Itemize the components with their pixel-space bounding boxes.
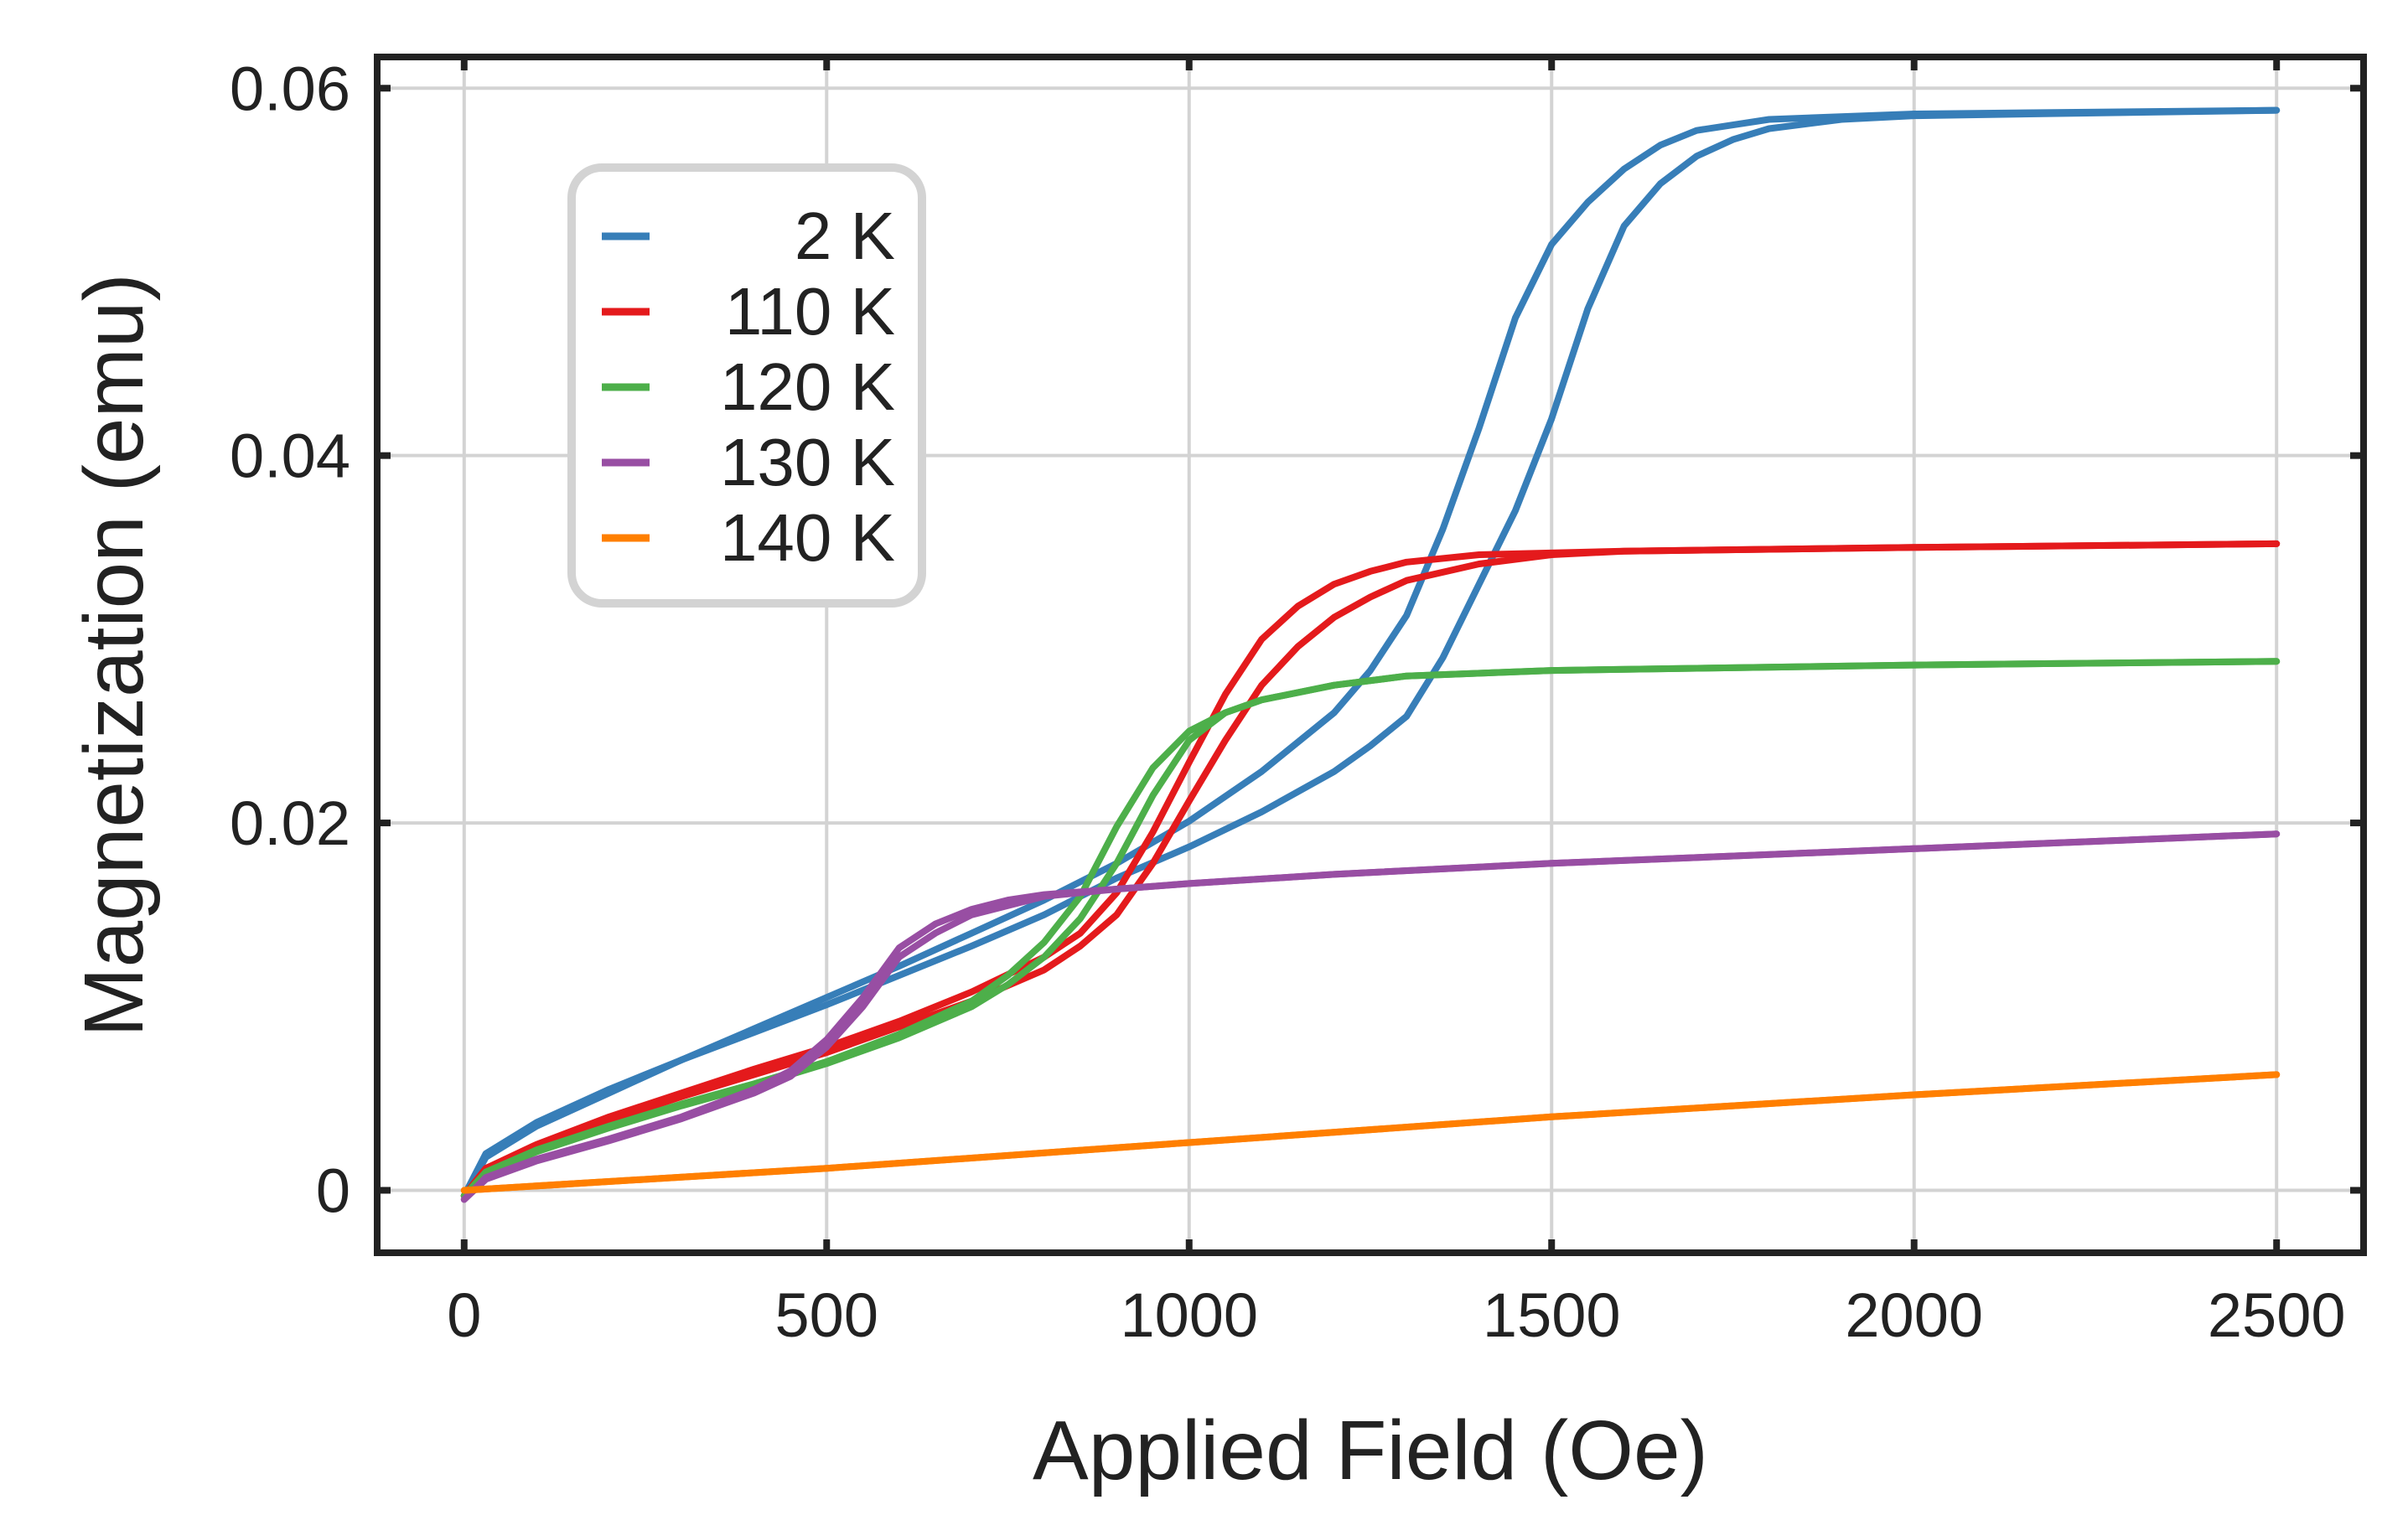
x-tick-label: 1000 xyxy=(1120,1280,1258,1350)
series-line-2-1 xyxy=(460,658,2281,1199)
y-tick-label: 0.02 xyxy=(230,789,350,858)
series-line-3-0 xyxy=(460,830,2281,1203)
y-axis-title: Magnetization (emu) xyxy=(67,273,161,1037)
y-tick-label: 0.04 xyxy=(230,421,350,491)
legend-label: 120 K xyxy=(720,349,895,424)
x-tick-label: 1500 xyxy=(1483,1280,1621,1350)
tick-labels: 0 500 1000 1500 2000 2500 0 0.02 0.04 0.06 xyxy=(230,54,2346,1350)
legend-box xyxy=(567,163,926,608)
axis-ticks xyxy=(377,57,2364,1253)
y-tick-label: 0 xyxy=(316,1156,350,1225)
plot-frame xyxy=(374,54,2367,1256)
series-line-3-1 xyxy=(460,830,2281,1203)
x-tick-label: 2000 xyxy=(1845,1280,1983,1350)
series-line-1-0 xyxy=(460,540,2281,1199)
legend-label: 110 K xyxy=(725,274,895,349)
legend-label: 130 K xyxy=(720,425,895,499)
series-line-0-1 xyxy=(460,106,2281,1199)
x-tick-label: 2500 xyxy=(2208,1280,2346,1350)
x-axis-title: Applied Field (Oe) xyxy=(1033,1404,1708,1497)
series-2 xyxy=(460,658,2281,1199)
series-line-4-1 xyxy=(460,1071,2281,1194)
series-4 xyxy=(460,1071,2281,1194)
legend-label: 140 K xyxy=(720,500,895,575)
series-line-1-1 xyxy=(460,540,2281,1199)
series-1 xyxy=(460,540,2281,1199)
y-tick-label: 0.06 xyxy=(230,54,350,123)
legend-label: 2 K xyxy=(795,199,895,273)
series-0 xyxy=(460,106,2281,1199)
series-3 xyxy=(460,830,2281,1203)
x-tick-label: 0 xyxy=(447,1280,481,1350)
plot-area xyxy=(460,106,2281,1203)
x-tick-label: 500 xyxy=(775,1280,878,1350)
